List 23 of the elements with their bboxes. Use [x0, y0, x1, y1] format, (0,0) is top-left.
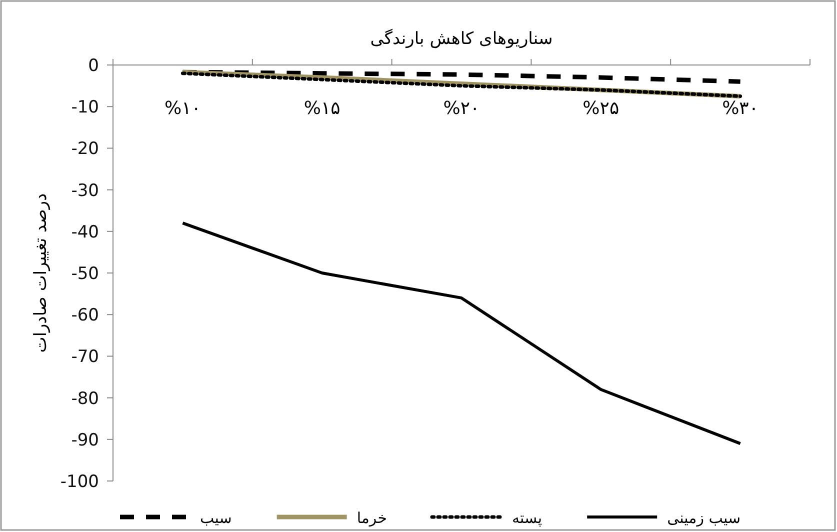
y-tick-label: -40	[71, 222, 99, 242]
y-tick-label: -60	[71, 306, 99, 326]
legend-label: پسته	[512, 509, 542, 527]
y-tick-label: 0	[88, 56, 99, 76]
y-tick-label: -20	[71, 139, 99, 160]
y-tick-label: -80	[71, 388, 99, 409]
x-tick-label: %۲۵	[582, 98, 620, 119]
x-tick-label: %۱۵	[304, 98, 340, 119]
y-tick-label: -10	[71, 98, 99, 118]
chart-title: سناریوهای کاهش بارندگی	[370, 28, 553, 49]
legend-label: سیب	[200, 509, 232, 527]
line-series	[181, 222, 742, 446]
y-tick-label: -90	[71, 430, 99, 450]
x-tick-label: %۲۰	[443, 98, 480, 119]
legend-label: سیب زمینی	[667, 509, 741, 527]
x-tick-label: %۳۰	[722, 98, 759, 119]
y-tick-label: -50	[71, 264, 99, 284]
y-tick-label: -30	[71, 180, 99, 201]
legend-label: خرما	[356, 509, 387, 527]
y-tick-label: -70	[71, 347, 99, 368]
x-tick-label: %۱۰	[164, 98, 201, 119]
y-tick-label: -100	[60, 472, 99, 492]
y-axis-title: درصد تغییرات صادرات	[31, 193, 51, 353]
